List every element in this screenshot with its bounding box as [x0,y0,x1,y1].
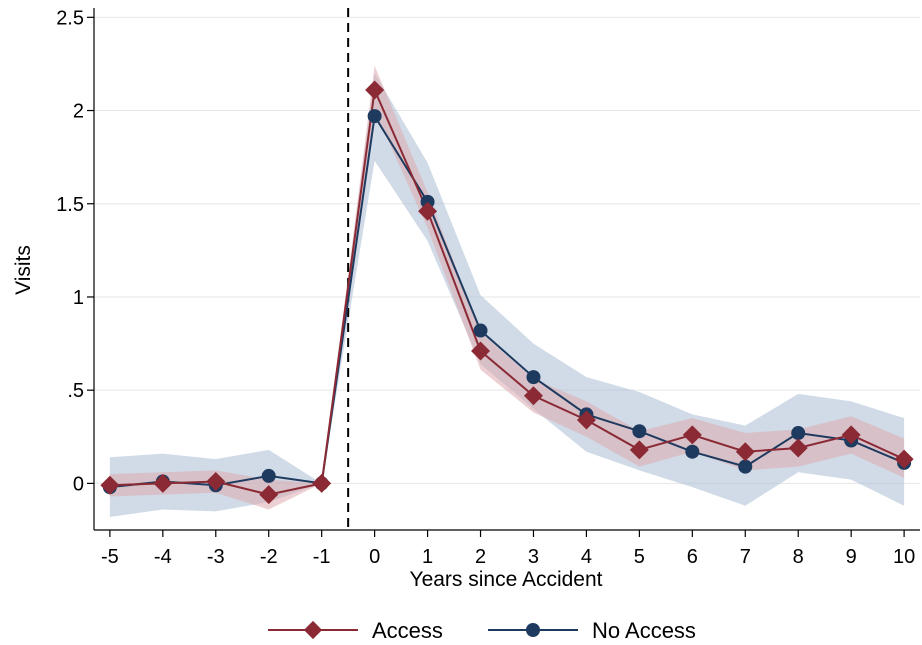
data-point [473,323,488,338]
data-point [685,444,700,459]
x-tick-label: -2 [260,546,278,568]
axes: 0 .5 1 1.5 2 2.5 -5 -4 -3 -2 -1 0 1 2 3 4 5 6 7 8 9 10 [56,7,920,568]
data-point [894,449,914,469]
legend-label: Access [372,618,443,643]
x-tick-label: 6 [687,546,698,568]
x-tick-label: 10 [893,546,915,568]
data-point [526,370,541,385]
x-tick-label: -1 [313,546,331,568]
y-tick-label: 2 [73,101,84,123]
x-tick-label: 0 [369,546,380,568]
x-tick-label: 1 [422,546,433,568]
series-markers [100,80,914,505]
data-point [632,424,647,439]
data-point [629,440,649,460]
x-tick-label: -4 [154,546,172,568]
data-point [523,386,543,406]
data-point [367,109,382,124]
data-point [153,473,173,493]
x-tick-label: 8 [793,546,804,568]
gridlines [94,16,920,484]
x-tick-label: 3 [528,546,539,568]
legend-label: No Access [592,618,696,643]
data-point [418,201,438,221]
confidence-bands [109,65,905,517]
data-point [100,475,120,495]
data-point [738,459,753,474]
x-tick-label: -5 [101,546,119,568]
y-tick-label: 1 [73,287,84,309]
series-lines [109,86,905,496]
x-tick-label: 4 [581,546,592,568]
x-tick-label: 7 [740,546,751,568]
data-point [735,442,755,462]
y-tick-label: 0 [73,473,84,495]
data-point [471,341,491,361]
legend: Access No Access [268,618,696,643]
x-tick-label: 9 [846,546,857,568]
data-point [788,438,808,458]
x-tick-label: -3 [207,546,225,568]
data-point [312,473,332,493]
data-point [682,425,702,445]
data-point [841,425,861,445]
data-point [576,410,596,430]
x-tick-label: 5 [634,546,645,568]
y-tick-label: .5 [67,380,84,402]
x-axis-title: Years since Accident [409,568,602,591]
data-point [365,80,385,100]
legend-marker [303,620,323,640]
series-line [109,86,905,496]
y-tick-label: 2.5 [56,7,84,29]
data-point [206,472,226,492]
data-point [259,485,279,505]
confidence-band [109,65,905,510]
y-tick-label: 1.5 [56,194,84,216]
data-point [791,426,806,441]
y-axis-title: Visits [12,245,35,295]
x-tick-label: 2 [475,546,486,568]
data-point [261,468,276,483]
legend-marker [526,623,540,637]
